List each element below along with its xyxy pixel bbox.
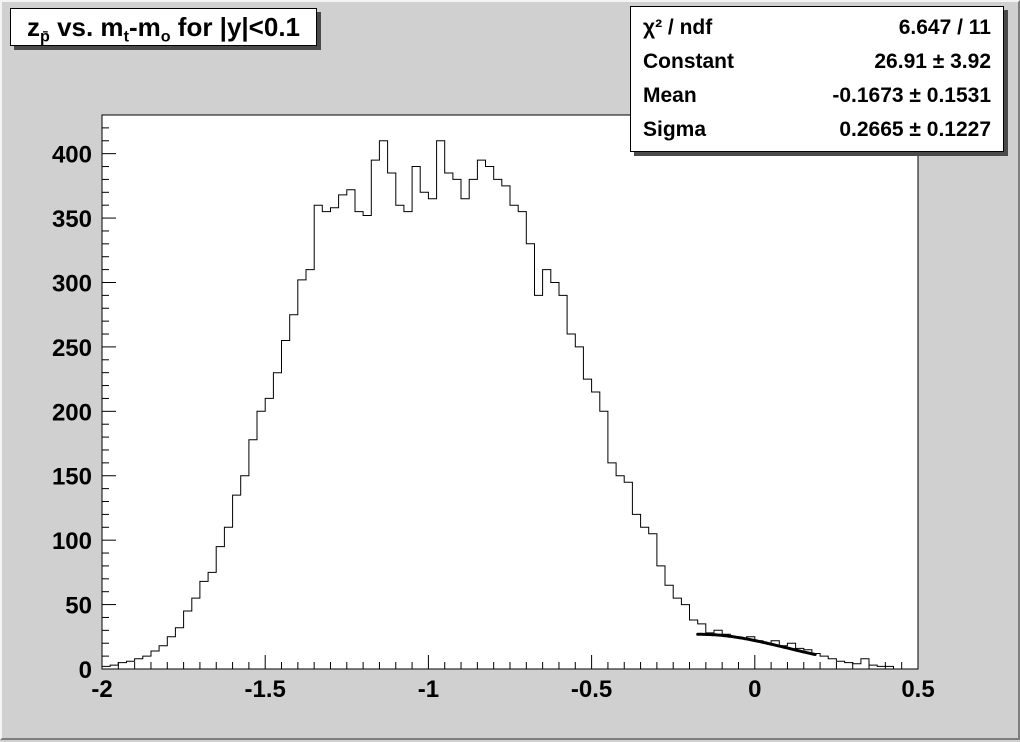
title-text: vs. m [49,12,124,42]
title-subscript: p̄ [40,27,50,46]
stats-row-sigma: Sigma 0.2665 ± 0.1227 [631,113,1003,147]
title-text: -m [128,12,161,42]
stats-label: Sigma [643,118,707,141]
y-tick-label: 150 [52,464,92,491]
stats-row-constant: Constant 26.91 ± 3.92 [631,45,1003,79]
x-tick-label: 0 [748,676,761,703]
title-subscript: t [123,27,129,46]
title-text: z [27,12,40,42]
y-tick-label: 400 [52,142,92,169]
x-tick-label: -2 [91,676,112,703]
x-tick-label: -1.5 [245,676,286,703]
stats-box: χ² / ndf 6.647 / 11 Constant 26.91 ± 3.9… [630,6,1004,152]
y-tick-label: 100 [52,528,92,555]
stats-label: χ² / ndf [643,16,713,39]
stats-label: Mean [643,84,697,107]
y-tick-label: 0 [79,657,92,684]
plot-frame [101,114,919,670]
stats-value: -0.1673 ± 0.1531 [832,84,991,107]
stats-label: Constant [643,50,734,73]
y-tick-label: 250 [52,335,92,362]
title-text: for |y|<0.1 [170,12,301,42]
stats-value: 6.647 / 11 [898,16,991,39]
stats-row-mean: Mean -0.1673 ± 0.1531 [631,79,1003,113]
x-tick-label: 0.5 [901,676,934,703]
y-tick-label: 50 [65,593,92,620]
y-tick-label: 350 [52,206,92,233]
y-tick-label: 300 [52,270,92,297]
fit-curve [696,632,817,656]
stats-value: 0.2665 ± 0.1227 [839,118,991,141]
stats-row-chi2: χ² / ndf 6.647 / 11 [631,11,1003,45]
x-tick-label: -0.5 [571,676,612,703]
title-subscript: o [160,27,171,46]
stats-value: 26.91 ± 3.92 [874,50,991,73]
plot-title: zp̄ vs. mt-mo for |y|<0.1 [10,8,318,46]
y-tick-label: 200 [52,399,92,426]
x-tick-label: -1 [418,676,439,703]
